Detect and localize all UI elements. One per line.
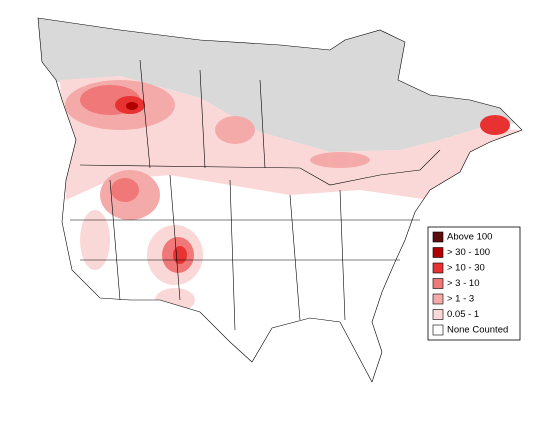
legend-swatch <box>432 278 444 289</box>
legend-label: Above 100 <box>447 232 492 243</box>
legend-box <box>427 226 521 341</box>
border <box>79 149 441 186</box>
legend-label: > 10 - 30 <box>447 263 485 274</box>
legend-label: 0.05 - 1 <box>447 309 479 320</box>
boundaries <box>70 59 420 331</box>
legend-swatch <box>432 293 444 305</box>
legend-swatch <box>432 309 444 320</box>
legend-swatch <box>432 231 444 243</box>
legend-swatch <box>432 247 444 258</box>
legend: Above 100 > 30 - 100 > 10 - 30 > 3 - 10 > 1 … <box>427 226 521 341</box>
legend-label: None Counted <box>447 325 508 336</box>
legend-label: > 1 - 3 <box>447 294 474 305</box>
legend-label: > 30 - 100 <box>447 247 490 258</box>
legend-swatch <box>432 262 444 274</box>
legend-label: > 3 - 10 <box>447 278 479 289</box>
coastline <box>37 17 523 383</box>
legend-swatch <box>432 324 444 336</box>
